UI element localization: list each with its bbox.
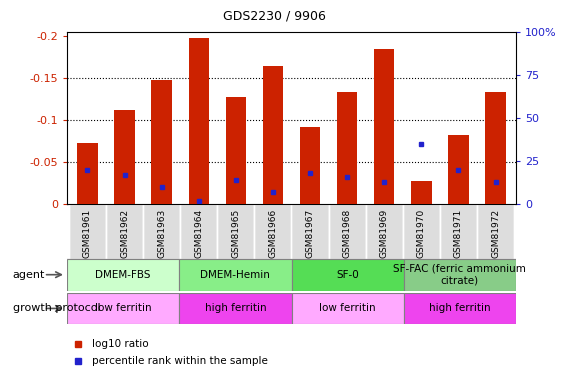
Text: growth protocol: growth protocol <box>13 303 100 313</box>
Bar <box>226 97 246 204</box>
Text: SF-FAC (ferric ammonium
citrate): SF-FAC (ferric ammonium citrate) <box>394 264 526 285</box>
Text: SF-0: SF-0 <box>336 270 359 280</box>
Bar <box>67 292 179 324</box>
Bar <box>292 292 403 324</box>
Bar <box>77 143 98 204</box>
Text: GSM81971: GSM81971 <box>454 209 463 258</box>
Text: high ferritin: high ferritin <box>205 303 266 313</box>
Text: GSM81961: GSM81961 <box>83 209 92 258</box>
Text: GSM81963: GSM81963 <box>157 209 166 258</box>
Bar <box>366 204 403 259</box>
Bar <box>114 110 135 204</box>
Text: low ferritin: low ferritin <box>95 303 152 313</box>
Bar <box>403 259 516 291</box>
Text: GSM81969: GSM81969 <box>380 209 389 258</box>
Bar <box>179 259 292 291</box>
Bar <box>179 292 292 324</box>
Text: GSM81965: GSM81965 <box>231 209 240 258</box>
Text: high ferritin: high ferritin <box>429 303 491 313</box>
Text: low ferritin: low ferritin <box>319 303 376 313</box>
Text: DMEM-FBS: DMEM-FBS <box>96 270 151 280</box>
Text: GSM81968: GSM81968 <box>343 209 352 258</box>
Bar <box>217 204 254 259</box>
Bar <box>440 204 477 259</box>
Text: agent: agent <box>13 270 45 279</box>
Bar <box>485 93 505 204</box>
Bar <box>67 259 179 291</box>
Bar <box>292 204 329 259</box>
Text: GSM81966: GSM81966 <box>268 209 278 258</box>
Bar <box>300 127 320 204</box>
Text: DMEM-Hemin: DMEM-Hemin <box>201 270 271 280</box>
Bar <box>69 204 106 259</box>
Bar <box>180 204 217 259</box>
Text: GSM81967: GSM81967 <box>305 209 315 258</box>
Text: GSM81972: GSM81972 <box>491 209 500 258</box>
Bar <box>411 181 431 204</box>
Text: GSM81962: GSM81962 <box>120 209 129 258</box>
Bar <box>329 204 366 259</box>
Bar <box>254 204 292 259</box>
Bar <box>106 204 143 259</box>
Bar <box>374 49 395 204</box>
Text: log10 ratio: log10 ratio <box>92 339 148 349</box>
Bar <box>477 204 514 259</box>
Text: GSM81964: GSM81964 <box>194 209 203 258</box>
Text: percentile rank within the sample: percentile rank within the sample <box>92 356 268 366</box>
Text: GDS2230 / 9906: GDS2230 / 9906 <box>223 9 325 22</box>
Bar <box>188 38 209 204</box>
Bar <box>403 204 440 259</box>
Bar <box>263 66 283 204</box>
Text: GSM81970: GSM81970 <box>417 209 426 258</box>
Bar <box>403 292 516 324</box>
Bar <box>143 204 180 259</box>
Bar <box>292 259 403 291</box>
Bar <box>337 93 357 204</box>
Bar <box>448 135 469 204</box>
Bar <box>152 80 172 204</box>
